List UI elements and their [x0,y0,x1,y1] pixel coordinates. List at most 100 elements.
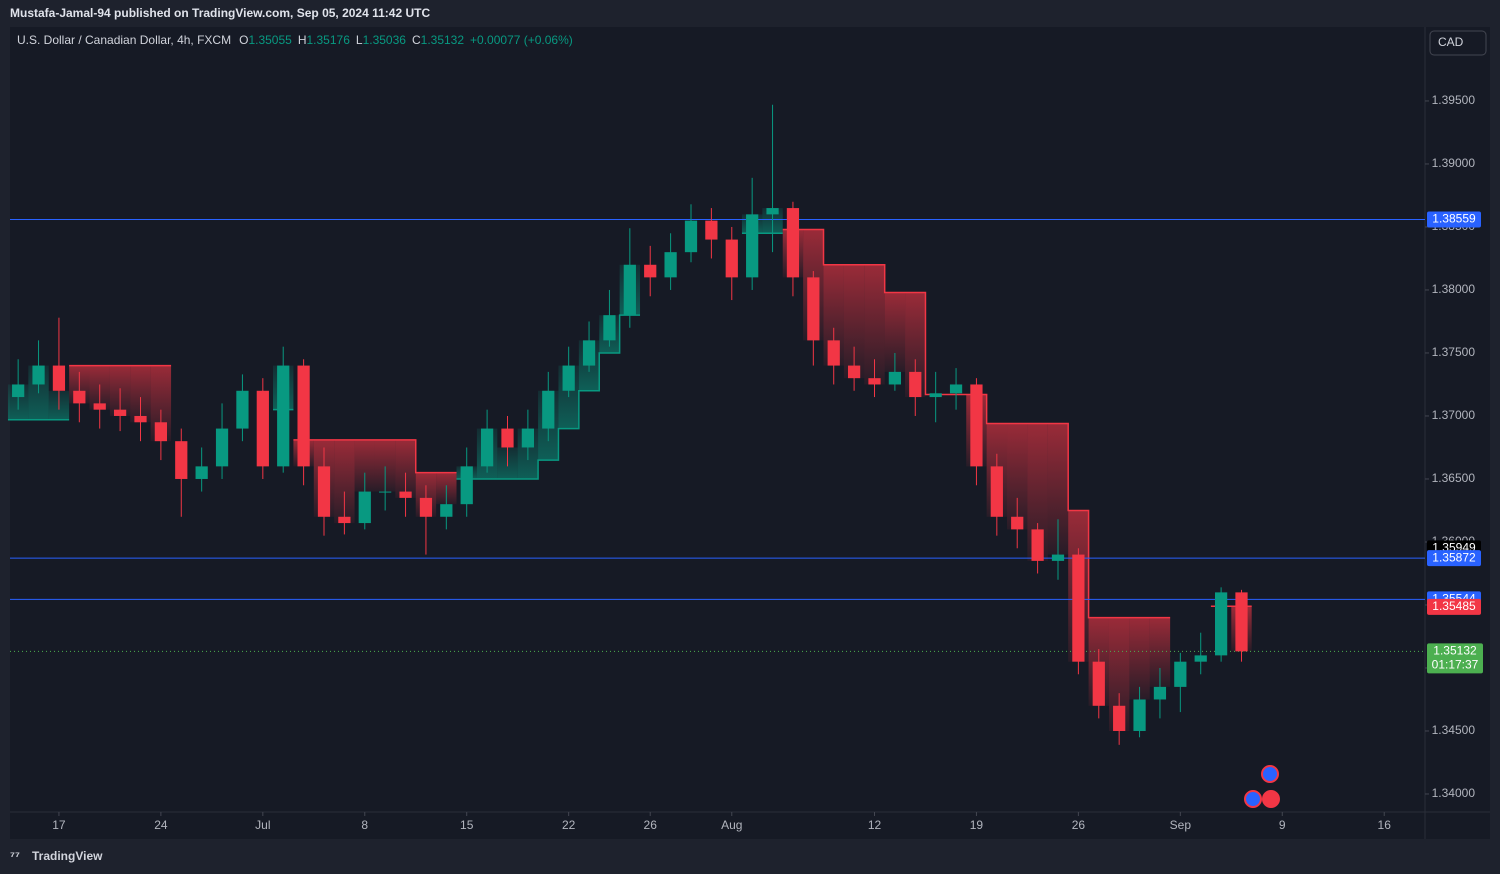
header: Mustafa-Jamal-94 published on TradingVie… [10,6,430,20]
indicator-line [293,439,457,474]
x-tick-label: 16 [1378,818,1392,832]
x-tick-label: 19 [970,818,984,832]
candle-body [419,497,433,517]
ohlc-value: 1.35176 [307,33,351,47]
indicator-cloud [905,292,926,398]
candle-body [52,365,66,391]
symbol: U.S. Dollar / Canadian Dollar, 4h, FXCM [17,33,231,47]
candle-body [1235,592,1248,652]
x-tick-label: 12 [868,818,882,832]
candle-body [929,393,942,398]
candle-body [542,390,555,429]
x-tick-label: 26 [644,818,658,832]
candle-body [236,390,249,429]
candle-body [786,208,800,278]
currency-button[interactable] [1429,30,1487,56]
candle-body [215,428,229,467]
candle-body [256,390,269,467]
candle-body [766,208,779,215]
indicator-cloud [1149,617,1171,687]
price-badge-label: 1.38559 [1432,212,1476,226]
candle-body [582,340,596,366]
candle-body [990,466,1003,517]
countdown: 01:17:37 [1432,658,1479,672]
candle-body [1133,699,1146,731]
candle-body [297,365,310,467]
candle-body [664,252,677,278]
candle-body [73,390,86,404]
candle-body [1072,554,1085,662]
candle-body [93,403,106,410]
candle-body [154,422,167,442]
candle-body [440,504,453,517]
candle-body [644,264,657,278]
y-tick-label: 1.37000 [1432,408,1476,422]
event-icons [1244,765,1280,808]
ohlc-key: L [356,33,363,47]
ohlc-value: 1.35055 [248,33,292,47]
x-tick-label: Aug [721,818,742,832]
candle-body [1011,516,1024,530]
ohlc-key: O [239,33,248,47]
currency-label: CAD [1438,35,1464,49]
price-badge [1427,550,1481,567]
indicator-line [456,314,641,480]
candle-body [725,239,738,278]
x-tick-label: 22 [562,818,576,832]
y-tick-label: 1.34000 [1432,786,1476,800]
indicator-cloud [1047,423,1069,555]
candle-body [1051,554,1065,561]
ohlc-key: C [412,33,421,47]
ohlc-value: 1.35132 [421,33,465,47]
price-badge [1427,598,1481,615]
price-badge-label: 1.35872 [1432,550,1476,564]
indicator-cloud [843,264,865,379]
candle-body [1113,705,1126,731]
candle-body [970,384,983,467]
y-tick-label: 1.38000 [1432,282,1476,296]
candle-body [317,466,331,517]
candle-body [501,428,514,448]
x-tick-label: Jul [255,818,270,832]
candle-body [134,415,147,423]
candle-body [603,315,616,341]
candle-body [480,428,494,467]
y-tick-label: 1.37500 [1432,345,1476,359]
indicator-cloud [1129,617,1150,700]
candle-body [705,220,718,240]
x-tick-label: 9 [1279,818,1286,832]
candle-body [113,409,127,416]
brand-logo: ⁷⁷ [10,849,20,863]
x-tick-label: 8 [361,818,368,832]
price-badge [1427,211,1481,228]
indicator-cloud [864,264,885,385]
candle-body [521,428,534,448]
brand: TradingView [32,849,103,863]
indicator-cloud [130,365,151,423]
x-tick-label: 17 [52,818,66,832]
indicator-cloud [395,439,416,498]
ohlc-key: H [298,33,307,47]
last-price-badge [1427,643,1483,674]
last-price-label: 1.35132 [1433,644,1477,658]
candle-body [358,491,371,524]
candle-body [1092,661,1105,706]
candle-body [909,371,922,398]
candle-body [1174,661,1187,687]
candle-body [1194,655,1207,662]
indicator-cloud [354,439,375,492]
candle-body [684,220,698,253]
x-tick-label: Sep [1170,818,1192,832]
indicator-cloud [1027,423,1048,561]
y-tick-label: 1.39000 [1432,156,1476,170]
candle-body [623,264,636,316]
candle-body [338,516,351,524]
candle-body [746,214,759,278]
indicator-cloud [1108,617,1130,731]
candle-body [847,365,861,379]
y-tick-label: 1.36500 [1432,471,1476,485]
y-tick-label: 1.39500 [1432,93,1476,107]
ohlc-value: 1.35036 [363,33,407,47]
x-tick-label: 15 [460,818,474,832]
